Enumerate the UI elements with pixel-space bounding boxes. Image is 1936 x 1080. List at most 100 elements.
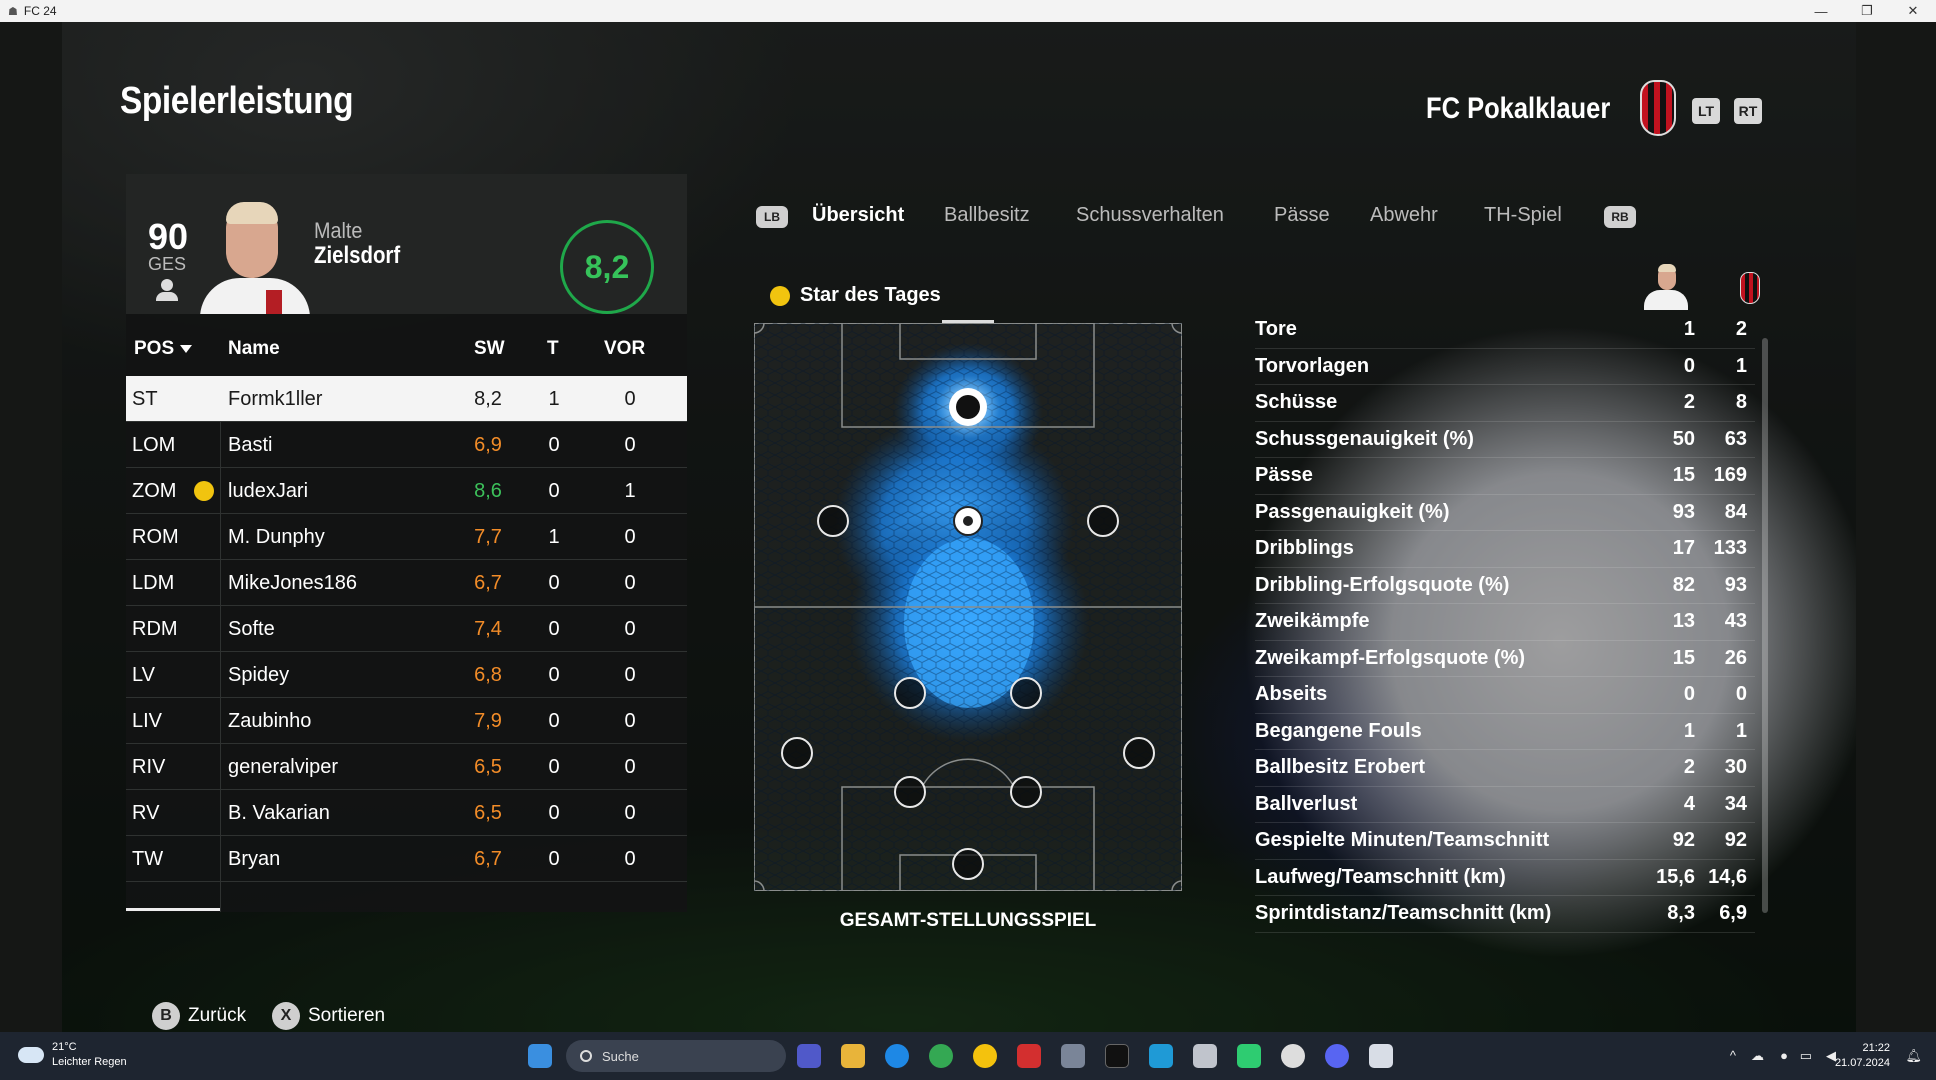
table-row[interactable]: RIV generalviper 6,5 0 0 bbox=[126, 744, 687, 790]
row-rating: 6,7 bbox=[474, 848, 502, 870]
positioning-heatmap bbox=[754, 323, 1182, 891]
table-row[interactable]: LV Spidey 6,8 0 0 bbox=[126, 652, 687, 698]
stat-player-value: 1 bbox=[1683, 318, 1695, 340]
row-assists: 0 bbox=[624, 710, 636, 732]
row-rating: 6,5 bbox=[474, 756, 502, 778]
club-name: FC Pokalklauer bbox=[1426, 92, 1611, 125]
tab-schussverhalten[interactable]: Schussverhalten bbox=[1076, 204, 1224, 226]
t-header: T bbox=[547, 338, 559, 359]
stat-player-value: 0 bbox=[1683, 354, 1695, 377]
row-goals: 0 bbox=[548, 434, 560, 456]
stat-row: Ballverlust 4 34 bbox=[1255, 787, 1755, 823]
row-rating: 6,9 bbox=[474, 434, 502, 456]
sort-hint[interactable]: X Sortieren bbox=[272, 1002, 385, 1030]
player-last-name: Zielsdorf bbox=[314, 242, 401, 269]
table-row[interactable]: RDM Softe 7,4 0 0 bbox=[126, 606, 687, 652]
minimize-button[interactable]: — bbox=[1814, 3, 1828, 19]
stats-scrollbar[interactable] bbox=[1762, 338, 1768, 913]
steam-icon[interactable] bbox=[1281, 1044, 1305, 1068]
stat-label: Begangene Fouls bbox=[1255, 719, 1422, 742]
snipping-icon[interactable] bbox=[1149, 1044, 1173, 1068]
tab-paesse[interactable]: Pässe bbox=[1274, 204, 1330, 226]
teammate-marker bbox=[817, 505, 849, 537]
tab-uebersicht[interactable]: Übersicht bbox=[812, 204, 905, 226]
app-yellow-icon[interactable] bbox=[973, 1044, 997, 1068]
stat-team-value: 34 bbox=[1724, 792, 1747, 815]
chrome-icon[interactable] bbox=[929, 1044, 953, 1068]
stat-player-value: 1 bbox=[1683, 719, 1695, 742]
fc24-taskbar-icon[interactable] bbox=[1369, 1044, 1393, 1068]
player-performance-panel: 90 GES Malte Zielsdorf 8,2 POS Name SW T… bbox=[126, 174, 687, 912]
volume-icon[interactable]: ◀ bbox=[1826, 1048, 1836, 1063]
row-position: ZOM bbox=[132, 480, 177, 502]
player-thumb-icon bbox=[1642, 262, 1690, 310]
acrobat-icon[interactable] bbox=[1017, 1044, 1041, 1068]
weather-cloud-icon bbox=[18, 1047, 44, 1063]
stat-row: Zweikampf-Erfolgsquote (%) 15 26 bbox=[1255, 641, 1755, 677]
taskbar-search[interactable]: Suche bbox=[566, 1040, 786, 1072]
mic-icon[interactable]: ● bbox=[1780, 1048, 1788, 1063]
stat-team-value: 84 bbox=[1724, 500, 1747, 523]
stat-player-value: 15 bbox=[1672, 464, 1695, 486]
table-row[interactable]: TW Bryan 6,7 0 0 bbox=[126, 836, 687, 882]
epic-icon[interactable] bbox=[1105, 1044, 1129, 1068]
x-button-icon: X bbox=[272, 1002, 300, 1030]
row-assists: 0 bbox=[624, 756, 636, 778]
stat-row: Dribbling-Erfolgsquote (%) 82 93 bbox=[1255, 568, 1755, 604]
player-portrait bbox=[196, 196, 314, 314]
table-row[interactable]: ZOM ludexJari 8,6 0 1 bbox=[126, 468, 687, 514]
back-hint[interactable]: B Zurück bbox=[152, 1002, 246, 1030]
cloud-icon[interactable]: ☁ bbox=[1751, 1048, 1764, 1063]
restore-button[interactable]: ❐ bbox=[1861, 3, 1873, 18]
table-row[interactable]: LIV Zaubinho 7,9 0 0 bbox=[126, 698, 687, 744]
stat-team-value: 92 bbox=[1724, 829, 1747, 851]
row-rating: 6,8 bbox=[474, 664, 502, 686]
b-button-icon: B bbox=[152, 1002, 180, 1030]
player-icon bbox=[154, 279, 180, 301]
row-goals: 0 bbox=[548, 802, 560, 824]
clock[interactable]: 21:22 21.07.2024 bbox=[1835, 1041, 1890, 1071]
lb-button[interactable]: LB bbox=[756, 206, 788, 228]
windows-start-icon[interactable] bbox=[528, 1044, 552, 1068]
lt-button[interactable]: LT bbox=[1692, 98, 1720, 124]
tab-th-spiel[interactable]: TH-Spiel bbox=[1484, 204, 1562, 226]
player-first-name: Malte bbox=[314, 218, 363, 243]
stat-player-value: 82 bbox=[1672, 573, 1695, 596]
file-explorer-icon[interactable] bbox=[841, 1044, 865, 1068]
stat-player-value: 2 bbox=[1683, 756, 1695, 778]
app-grid-icon[interactable] bbox=[1193, 1044, 1217, 1068]
row-name: Zaubinho bbox=[228, 710, 312, 732]
tab-ballbesitz[interactable]: Ballbesitz bbox=[944, 204, 1030, 226]
table-row[interactable]: ST Formk1ller 8,2 1 0 bbox=[126, 376, 687, 422]
table-row[interactable]: LDM MikeJones186 6,7 0 0 bbox=[126, 560, 687, 606]
tab-abwehr[interactable]: Abwehr bbox=[1370, 204, 1438, 226]
calculator-icon[interactable] bbox=[1061, 1044, 1085, 1068]
rt-button[interactable]: RT bbox=[1734, 98, 1762, 124]
window-title: FC 24 bbox=[23, 4, 57, 18]
network-icon[interactable]: ▭ bbox=[1799, 1048, 1812, 1063]
weather-widget[interactable]: 21°C Leichter Regen bbox=[18, 1040, 127, 1070]
teams-icon[interactable] bbox=[797, 1044, 821, 1068]
chevron-up-icon[interactable]: ^ bbox=[1729, 1048, 1736, 1063]
stat-label: Ballbesitz Erobert bbox=[1255, 756, 1426, 778]
table-row[interactable]: LOM Basti 6,9 0 0 bbox=[126, 422, 687, 468]
overall-label: GES bbox=[148, 254, 187, 274]
stat-player-value: 13 bbox=[1672, 610, 1695, 632]
weather-desc: Leichter Regen bbox=[52, 1056, 127, 1068]
close-button[interactable]: ✕ bbox=[1907, 3, 1919, 18]
sw-header: SW bbox=[474, 338, 505, 359]
app-green-icon[interactable] bbox=[1237, 1044, 1261, 1068]
club-thumb-icon bbox=[1738, 262, 1762, 310]
row-name: M. Dunphy bbox=[228, 526, 325, 548]
browser-icon[interactable] bbox=[885, 1044, 909, 1068]
table-row[interactable]: RV B. Vakarian 6,5 0 0 bbox=[126, 790, 687, 836]
discord-icon[interactable] bbox=[1325, 1044, 1349, 1068]
sort-pos-header[interactable]: POS bbox=[134, 338, 193, 360]
notification-bell-icon[interactable]: 🔔︎ bbox=[1905, 1048, 1922, 1063]
rb-button[interactable]: RB bbox=[1604, 206, 1636, 228]
row-assists: 0 bbox=[624, 434, 636, 456]
row-rating: 6,5 bbox=[474, 802, 502, 824]
stat-player-value: 4 bbox=[1683, 792, 1695, 815]
stat-player-value: 2 bbox=[1683, 391, 1695, 413]
table-row[interactable]: ROM M. Dunphy 7,7 1 0 bbox=[126, 514, 687, 560]
